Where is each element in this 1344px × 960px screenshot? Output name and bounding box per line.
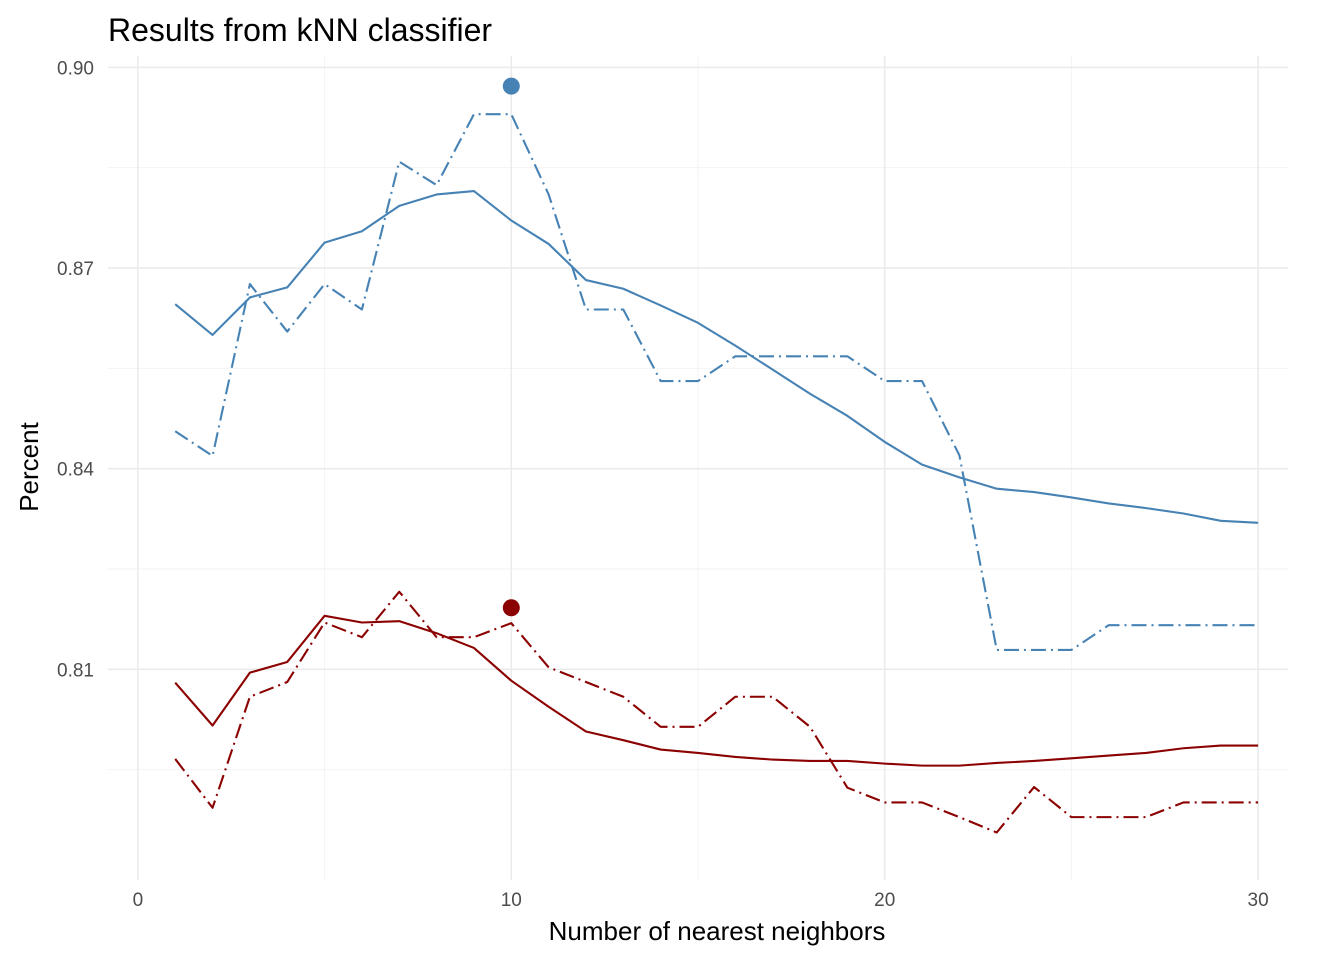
chart-title: Results from kNN classifier: [108, 12, 492, 48]
x-axis-ticks: 0 10 20 30: [133, 890, 1269, 911]
series-line-2: [174, 113, 1259, 651]
x-tick-label: 20: [874, 890, 895, 911]
series-line-1: [174, 190, 1259, 524]
y-tick-label: 0.87: [57, 259, 94, 280]
series-line-4: [174, 590, 1259, 834]
highlight-points: [502, 77, 520, 617]
y-axis-ticks: 0.81 0.84 0.87 0.90: [57, 58, 94, 681]
x-tick-label: 10: [501, 890, 522, 911]
data-series: [174, 113, 1259, 834]
grid: [108, 56, 1288, 880]
highlight-point-2: [502, 599, 520, 617]
highlight-point-1: [502, 77, 520, 95]
x-tick-label: 30: [1248, 890, 1269, 911]
x-axis-title: Number of nearest neighbors: [549, 916, 886, 946]
y-axis-title: Percent: [14, 421, 44, 511]
y-tick-label: 0.81: [57, 660, 94, 681]
x-tick-label: 0: [133, 890, 144, 911]
y-tick-label: 0.90: [57, 58, 94, 79]
y-tick-label: 0.84: [57, 460, 94, 481]
series-line-3: [174, 614, 1259, 767]
